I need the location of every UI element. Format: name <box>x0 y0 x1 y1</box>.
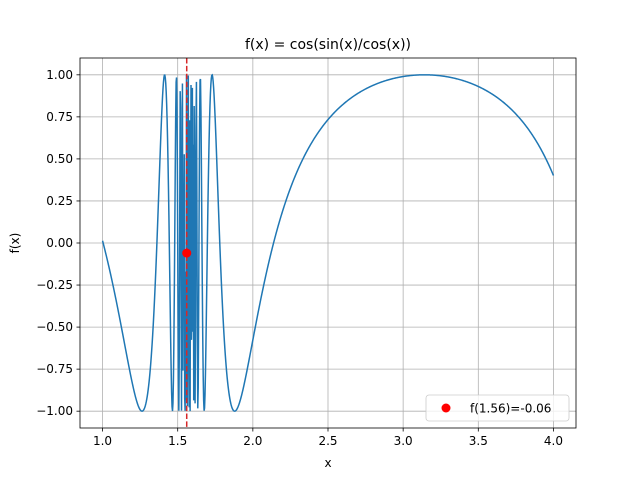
y-tick-label: 0.75 <box>46 110 73 124</box>
x-tick-label: 3.0 <box>394 434 413 448</box>
series-line <box>101 73 555 412</box>
y-axis-label: f(x) <box>8 233 22 254</box>
x-axis-ticks: 1.0 1.5 2.0 2.5 3.0 3.5 4.0 <box>93 428 563 448</box>
data-marker <box>182 248 192 258</box>
y-tick-label: 1.00 <box>46 68 73 82</box>
y-tick-label: −0.25 <box>36 278 73 292</box>
y-tick-label: 0.00 <box>46 236 73 250</box>
x-tick-label: 1.5 <box>168 434 187 448</box>
grid <box>80 58 576 428</box>
y-tick-label: −1.00 <box>36 404 73 418</box>
x-tick-label: 3.5 <box>469 434 488 448</box>
y-axis-ticks: −1.00 −0.75 −0.50 −0.25 0.00 0.25 0.50 0.75 1.00 <box>36 68 80 418</box>
x-tick-label: 1.0 <box>93 434 112 448</box>
chart-title: f(x) = cos(sin(x)/cos(x)) <box>245 37 411 53</box>
x-axis-label: x <box>324 456 331 470</box>
y-tick-label: −0.75 <box>36 362 73 376</box>
legend: f(1.56)=-0.06 <box>425 394 570 422</box>
x-tick-label: 4.0 <box>544 434 563 448</box>
legend-box <box>425 394 570 422</box>
y-tick-label: 0.50 <box>46 152 73 166</box>
x-tick-label: 2.0 <box>243 434 262 448</box>
legend-entry-label: f(1.56)=-0.06 <box>470 402 551 416</box>
y-tick-label: 0.25 <box>46 194 73 208</box>
plot-area <box>101 58 555 428</box>
x-tick-label: 2.5 <box>318 434 337 448</box>
y-tick-label: −0.50 <box>36 320 73 334</box>
legend-marker-icon <box>441 403 451 413</box>
